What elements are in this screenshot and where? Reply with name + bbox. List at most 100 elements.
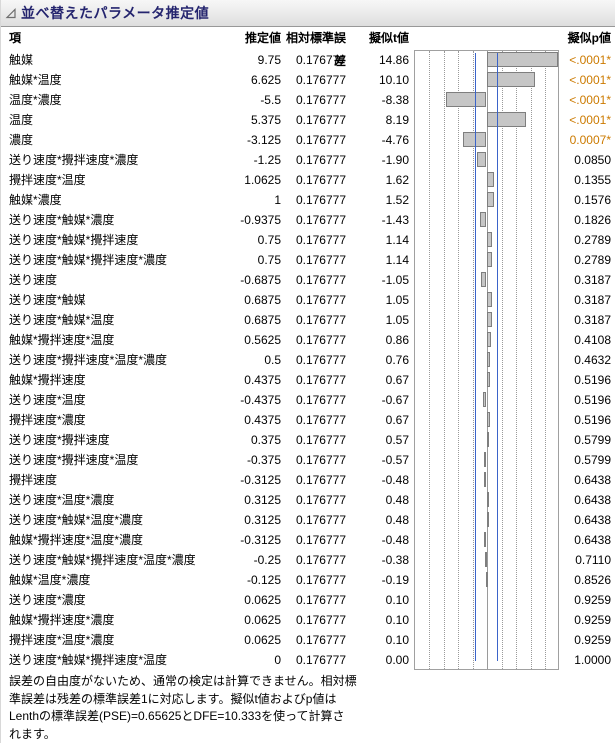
t-value-bar — [486, 292, 492, 307]
gridline — [516, 51, 517, 669]
pseudo-t-cell: 8.19 — [385, 113, 409, 127]
stderr-cell: 0.176777 — [295, 453, 346, 467]
pseudo-t-cell: -0.48 — [381, 473, 409, 487]
table-row: 攪拌速度 -0.3125 0.176777 -0.48 0.6438 — [1, 470, 615, 490]
table-row: 攪拌速度*温度 1.0625 0.176777 1.62 0.1355 — [1, 170, 615, 190]
stderr-cell: 0.176777 — [295, 513, 346, 527]
pseudo-p-cell: 0.5196 — [574, 413, 611, 427]
pseudo-t-cell: -1.43 — [381, 213, 409, 227]
table-row: 送り速度*触媒*攪拌速度*温度 0 0.176777 0.00 1.0000 — [1, 650, 615, 670]
chart-cell — [409, 450, 559, 470]
t-value-bar — [486, 372, 490, 387]
t-value-bar — [486, 112, 527, 127]
pseudo-t-cell: 0.48 — [385, 513, 409, 527]
term-cell: 送り速度*攪拌速度*温度 — [9, 453, 139, 467]
estimate-cell: 0.75 — [257, 253, 281, 267]
chart-cell — [409, 70, 559, 90]
pseudo-t-cell: 1.52 — [385, 193, 409, 207]
t-value-bar — [486, 512, 489, 527]
stderr-cell: 0.176777 — [295, 413, 346, 427]
chart-cell — [409, 230, 559, 250]
stderr-cell: 0.176777 — [295, 313, 346, 327]
term-cell: 触媒*攪拌速度*温度*濃度 — [9, 533, 144, 547]
stderr-cell: 0.176777 — [295, 53, 346, 67]
pseudo-p-cell: <.0001* — [569, 93, 611, 107]
pseudo-p-cell: 0.6438 — [574, 493, 611, 507]
estimate-cell: 0.6875 — [244, 313, 281, 327]
stderr-cell: 0.176777 — [295, 633, 346, 647]
chart-cell — [409, 210, 559, 230]
stderr-cell: 0.176777 — [295, 493, 346, 507]
t-value-bar — [486, 312, 492, 327]
column-header-term: 項 — [9, 31, 22, 45]
stderr-cell: 0.176777 — [295, 373, 346, 387]
table-row: 送り速度*攪拌速度*温度 -0.375 0.176777 -0.57 0.5799 — [1, 450, 615, 470]
table-row: 触媒*温度 6.625 0.176777 10.10 <.0001* — [1, 70, 615, 90]
chart-cell — [409, 530, 559, 550]
stderr-cell: 0.176777 — [295, 273, 346, 287]
estimate-cell: -0.125 — [246, 573, 281, 587]
estimate-cell: -1.25 — [253, 153, 281, 167]
estimate-cell: 1.0625 — [244, 173, 281, 187]
estimate-cell: -0.25 — [253, 553, 281, 567]
term-cell: 送り速度*触媒*攪拌速度 — [9, 233, 139, 247]
term-cell: 温度 — [9, 113, 34, 127]
table-row: 送り速度 -0.6875 0.176777 -1.05 0.3187 — [1, 270, 615, 290]
column-header-stderr: 相対標準誤差 — [285, 31, 346, 68]
t-value-bar — [445, 92, 487, 107]
table-row: 触媒*濃度 1 0.176777 1.52 0.1576 — [1, 190, 615, 210]
pseudo-p-cell: 0.1355 — [574, 173, 611, 187]
stderr-cell: 0.176777 — [295, 593, 346, 607]
pseudo-t-cell: 0.86 — [385, 333, 409, 347]
term-cell: 送り速度*温度 — [9, 393, 86, 407]
estimate-cell: 0.4375 — [244, 413, 281, 427]
pseudo-t-cell: 0.00 — [385, 653, 409, 667]
table-row: 触媒*攪拌速度*濃度 0.0625 0.176777 0.10 0.9259 — [1, 610, 615, 630]
pseudo-p-cell: 0.3187 — [574, 293, 611, 307]
pseudo-t-cell: 0.10 — [385, 593, 409, 607]
pseudo-t-cell: -0.57 — [381, 453, 409, 467]
term-cell: 送り速度*触媒*濃度 — [9, 213, 115, 227]
estimate-cell: 0.75 — [257, 233, 281, 247]
chart-cell — [409, 430, 559, 450]
column-header-estimate: 推定値 — [244, 31, 281, 45]
pseudo-p-cell: 0.5799 — [574, 453, 611, 467]
estimate-cell: 0 — [274, 653, 281, 667]
table-row: 攪拌速度*温度*濃度 0.0625 0.176777 0.10 0.9259 — [1, 630, 615, 650]
pseudo-p-cell: 0.1826 — [574, 213, 611, 227]
estimate-cell: 0.3125 — [244, 493, 281, 507]
term-cell: 送り速度*濃度 — [9, 593, 86, 607]
table-row: 触媒*攪拌速度*温度 0.5625 0.176777 0.86 0.4108 — [1, 330, 615, 350]
estimate-cell: 0.0625 — [244, 593, 281, 607]
t-value-bar — [486, 252, 492, 267]
table-row: 送り速度*温度 -0.4375 0.176777 -0.67 0.5196 — [1, 390, 615, 410]
panel-title[interactable]: 並べ替えたパラメータ推定値 — [21, 5, 210, 21]
chart-cell — [409, 490, 559, 510]
pseudo-p-cell: 0.3187 — [574, 273, 611, 287]
term-cell: 触媒 — [9, 53, 34, 67]
pseudo-t-cell: -0.38 — [381, 553, 409, 567]
disclosure-triangle-icon[interactable] — [5, 7, 18, 20]
chart-cell — [409, 130, 559, 150]
estimate-cell: 9.75 — [257, 53, 281, 67]
estimate-cell: 0.5625 — [244, 333, 281, 347]
pseudo-t-cell: -1.05 — [381, 273, 409, 287]
chart-cell — [409, 550, 559, 570]
estimate-cell: 0.0625 — [244, 613, 281, 627]
outline-title-bar[interactable]: 並べ替えたパラメータ推定値 — [1, 0, 615, 27]
pseudo-t-cell: 1.14 — [385, 233, 409, 247]
t-value-bar — [485, 572, 488, 587]
table-row: 送り速度*触媒*温度*濃度 0.3125 0.176777 0.48 0.6438 — [1, 510, 615, 530]
chart-cell — [409, 150, 559, 170]
stderr-cell: 0.176777 — [295, 473, 346, 487]
stderr-cell: 0.176777 — [295, 573, 346, 587]
chart-cell — [409, 390, 559, 410]
pseudo-p-cell: 0.9259 — [574, 593, 611, 607]
t-value-bar — [483, 392, 487, 407]
stderr-cell: 0.176777 — [295, 253, 346, 267]
chart-cell — [409, 50, 559, 70]
estimate-cell: 0.5 — [264, 353, 281, 367]
chart-cell — [409, 110, 559, 130]
term-cell: 攪拌速度*濃度 — [9, 413, 86, 427]
column-header-row: 項 推定値 相対標準誤差 擬似t値 擬似p値 — [1, 27, 615, 68]
